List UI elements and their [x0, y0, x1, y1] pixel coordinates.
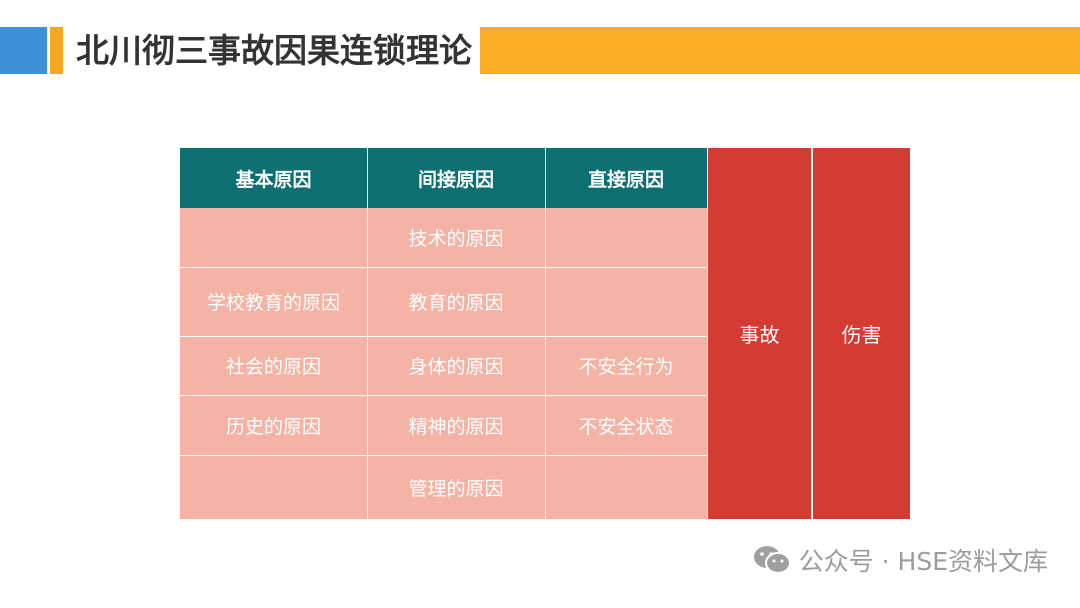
injury-column: 伤害 [813, 148, 910, 519]
header-direct-cause: 直接原因 [545, 148, 707, 208]
table-cell [180, 208, 367, 267]
title-accent-orange [50, 27, 63, 74]
table-cell: 不安全行为 [545, 336, 707, 395]
grid-line [180, 395, 707, 396]
page-title: 北川彻三事故因果连锁理论 [76, 31, 472, 70]
watermark-text: 公众号 · HSE资料文库 [798, 547, 1048, 576]
grid-line [367, 148, 368, 519]
table-cell: 不安全状态 [545, 395, 707, 455]
header-basic-cause: 基本原因 [180, 148, 367, 208]
table-cell: 管理的原因 [367, 455, 545, 519]
table-cell: 技术的原因 [367, 208, 545, 267]
accident-column: 事故 [708, 148, 811, 519]
grid-line [180, 455, 707, 456]
watermark: 公众号 · HSE资料文库 [753, 542, 1048, 578]
table-cell: 精神的原因 [367, 395, 545, 455]
grid-line [811, 148, 813, 519]
cause-chain-table: 基本原因 间接原因 直接原因 技术的原因 学校教育的原因 教育的原因 社会的原因… [180, 148, 910, 519]
title-accent-blue [0, 27, 47, 74]
grid-line [180, 336, 707, 337]
table-cell [545, 267, 707, 336]
table-cell [545, 455, 707, 519]
table-cell: 身体的原因 [367, 336, 545, 395]
table-cell [180, 455, 367, 519]
grid-line [545, 148, 546, 519]
wechat-icon [753, 544, 791, 576]
table-cell: 社会的原因 [180, 336, 367, 395]
table-cell [545, 208, 707, 267]
title-band [480, 27, 1080, 74]
grid-line [180, 267, 707, 268]
table-cell: 教育的原因 [367, 267, 545, 336]
header-indirect-cause: 间接原因 [367, 148, 545, 208]
table-cell: 学校教育的原因 [180, 267, 367, 336]
table-cell: 历史的原因 [180, 395, 367, 455]
